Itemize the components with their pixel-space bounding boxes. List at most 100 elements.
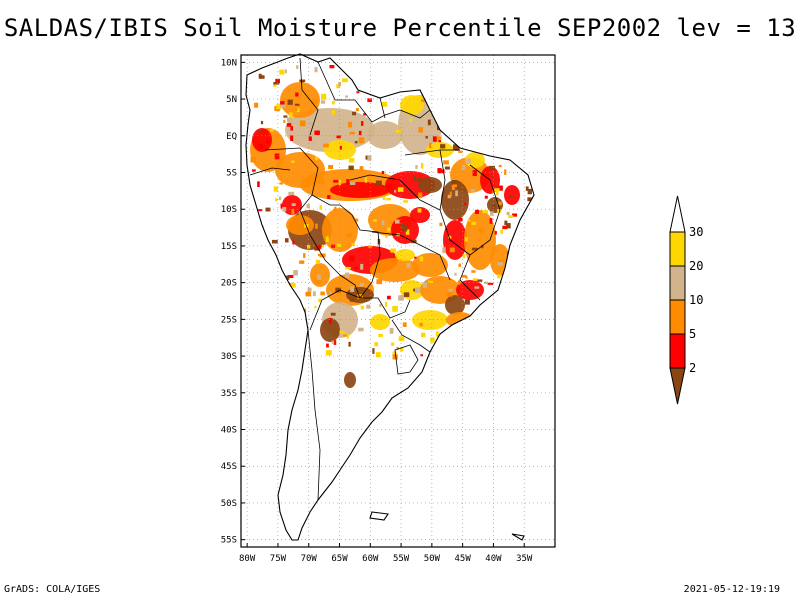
moisture-speckle xyxy=(497,274,501,279)
moisture-speckle xyxy=(427,119,431,126)
moisture-speckle xyxy=(454,144,460,151)
moisture-speckle xyxy=(392,305,398,312)
moisture-patch xyxy=(285,108,375,152)
moisture-speckle xyxy=(345,95,348,98)
moisture-speckle xyxy=(458,263,462,267)
moisture-speckle xyxy=(301,312,304,315)
moisture-speckle xyxy=(507,113,512,118)
moisture-speckle xyxy=(409,118,413,122)
lat-tick-label: 55S xyxy=(221,536,237,546)
moisture-speckle xyxy=(287,99,293,105)
moisture-speckle xyxy=(273,186,278,192)
moisture-speckle xyxy=(250,204,256,207)
moisture-patch xyxy=(465,152,485,168)
moisture-field xyxy=(250,65,534,388)
lat-tick-label: 30S xyxy=(221,352,237,362)
moisture-speckle xyxy=(478,97,481,102)
moisture-speckle xyxy=(375,180,382,186)
moisture-speckle xyxy=(349,296,355,302)
moisture-speckle xyxy=(435,331,439,337)
moisture-speckle xyxy=(360,263,364,270)
moisture-speckle xyxy=(367,98,372,103)
moisture-speckle xyxy=(472,278,478,281)
moisture-patch xyxy=(441,180,469,220)
moisture-speckle xyxy=(388,73,394,79)
moisture-speckle xyxy=(384,301,388,307)
moisture-speckle xyxy=(291,203,296,206)
moisture-speckle xyxy=(391,342,395,346)
moisture-speckle xyxy=(391,87,397,92)
moisture-speckle xyxy=(432,136,437,142)
moisture-speckle xyxy=(348,158,355,163)
moisture-speckle xyxy=(326,343,329,348)
moisture-speckle xyxy=(307,287,312,292)
moisture-speckle xyxy=(299,317,304,323)
moisture-speckle xyxy=(372,348,375,354)
lon-tick-label: 50W xyxy=(424,554,441,564)
moisture-speckle xyxy=(496,189,499,196)
moisture-speckle xyxy=(382,195,386,200)
lat-tick-label: 35S xyxy=(221,389,237,399)
moisture-speckle xyxy=(285,295,289,298)
moisture-speckle xyxy=(336,84,340,89)
moisture-speckle xyxy=(500,229,504,234)
moisture-speckle xyxy=(292,240,295,245)
moisture-speckle xyxy=(489,211,494,216)
moisture-speckle xyxy=(490,298,493,305)
moisture-speckle xyxy=(320,291,325,296)
lat-tick-label: 40S xyxy=(221,426,237,436)
moisture-speckle xyxy=(508,271,513,274)
moisture-speckle xyxy=(498,164,502,168)
moisture-speckle xyxy=(526,270,531,275)
moisture-speckle xyxy=(420,162,424,169)
moisture-speckle xyxy=(474,337,481,343)
moisture-speckle xyxy=(418,73,421,77)
moisture-speckle xyxy=(513,108,517,111)
moisture-speckle xyxy=(273,84,277,87)
moisture-speckle xyxy=(378,333,383,338)
moisture-speckle xyxy=(275,198,278,202)
moisture-speckle xyxy=(475,209,479,214)
moisture-patch xyxy=(370,314,390,330)
moisture-speckle xyxy=(339,330,343,334)
moisture-speckle xyxy=(396,129,402,133)
moisture-speckle xyxy=(330,312,336,316)
moisture-speckle xyxy=(484,195,488,199)
moisture-patch xyxy=(324,140,356,160)
moisture-speckle xyxy=(360,305,365,310)
moisture-speckle xyxy=(284,69,287,74)
moisture-speckle xyxy=(436,136,442,140)
moisture-speckle xyxy=(321,93,327,100)
moisture-patch xyxy=(367,121,403,149)
moisture-patch xyxy=(400,95,424,115)
moisture-speckle xyxy=(443,98,448,105)
moisture-speckle xyxy=(428,280,434,283)
moisture-speckle xyxy=(508,195,513,198)
moisture-patch xyxy=(445,295,465,315)
longitude-labels: 80W 75W 70W 65W 60W 55W 50W 45W 40W 35W xyxy=(239,543,533,564)
lat-tick-label: 5N xyxy=(226,95,237,105)
moisture-speckle xyxy=(314,305,317,309)
moisture-speckle xyxy=(268,351,272,357)
moisture-speckle xyxy=(299,120,306,127)
moisture-speckle xyxy=(490,174,494,178)
moisture-speckle xyxy=(372,219,377,222)
moisture-speckle xyxy=(418,192,423,199)
moisture-speckle xyxy=(260,120,264,125)
moisture-speckle xyxy=(279,69,285,75)
moisture-speckle xyxy=(471,270,476,273)
moisture-speckle xyxy=(394,75,397,80)
moisture-speckle xyxy=(290,282,294,288)
moisture-speckle xyxy=(489,218,493,224)
moisture-speckle xyxy=(325,236,329,243)
moisture-speckle xyxy=(428,142,432,149)
moisture-speckle xyxy=(333,179,339,183)
moisture-speckle xyxy=(346,333,349,339)
moisture-speckle xyxy=(457,280,461,285)
moisture-speckle xyxy=(514,297,518,301)
moisture-speckle xyxy=(444,166,450,170)
moisture-speckle xyxy=(454,96,460,100)
moisture-speckle xyxy=(376,90,380,95)
moisture-speckle xyxy=(328,317,332,324)
